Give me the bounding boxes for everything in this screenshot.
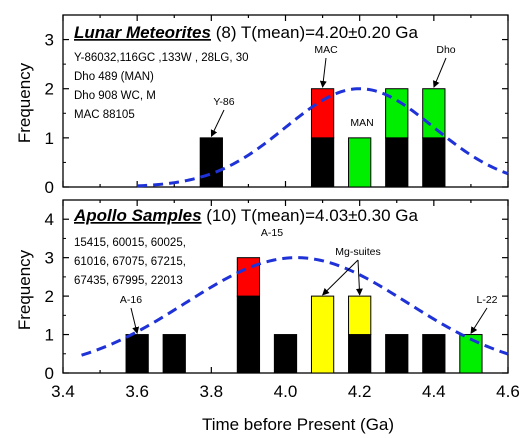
bar-segment-green <box>385 88 409 139</box>
bar-segment-black <box>125 334 149 374</box>
y-tick-label: 4 <box>45 210 54 229</box>
bar-segment-black <box>385 334 409 374</box>
gaussian-curve <box>137 87 509 188</box>
y-tick-label: 2 <box>45 287 54 306</box>
bar-segment-red <box>236 257 261 297</box>
x-tick-label: 4.0 <box>274 382 298 401</box>
x-tick-label: 3.6 <box>125 382 149 401</box>
y-tick-label: 3 <box>45 249 54 268</box>
bar-segment-green <box>459 334 483 374</box>
annotation-arrow <box>319 57 327 88</box>
panel-lunar-meteorites: 0 1 2 3 Lunar Meteorites (8) T(mean)=4.20±0.… <box>45 14 509 197</box>
panel-title-rest: (10) T(mean)=4.03±0.30 Ga <box>202 206 419 225</box>
bar-segment-black <box>273 334 298 374</box>
x-axis-title: Time before Present (Ga) <box>202 415 394 434</box>
y-tick-label: 3 <box>45 31 54 50</box>
annotation-label: Dho <box>436 44 455 56</box>
panel-title-bold: Lunar Meteorites <box>74 23 211 42</box>
panel-title: Apollo Samples (10) T(mean)=4.03±0.30 Ga <box>73 206 419 225</box>
bar-segment-red <box>310 88 335 139</box>
x-tick-label: 4.6 <box>496 382 520 401</box>
y-tick-label: 2 <box>45 80 54 99</box>
annotation-arrow <box>470 307 488 334</box>
bar-segment-black <box>162 334 186 374</box>
sample-note: 67435, 67995, 22013 <box>74 275 183 287</box>
bar-segment-black <box>422 334 446 374</box>
bar-segment-black <box>199 137 223 188</box>
x-tick-label: 4.4 <box>422 382 446 401</box>
annotation-label: Mg-suites <box>335 246 381 258</box>
annotation-label: L-22 <box>476 294 497 306</box>
y-tick-label: 1 <box>45 326 54 345</box>
panel-title-rest: (8) T(mean)=4.20±0.20 Ga <box>211 23 419 42</box>
bar-segment-black <box>236 295 261 374</box>
x-tick-label: 3.4 <box>51 382 75 401</box>
sample-note: MAC 88105 <box>74 109 135 121</box>
y-axis-title-top: Frequency <box>15 62 34 143</box>
annotation-arrow <box>355 259 363 296</box>
y-tick-label: 1 <box>45 129 54 148</box>
panel-apollo-samples: 0 1 2 3 4 3.4 3.6 3.8 4.0 4.2 4.4 4.6 Apollo Samples… <box>45 199 520 401</box>
annotation-arrow <box>322 259 359 296</box>
y-tick-label: 0 <box>45 178 54 197</box>
annotation-label: MAC <box>314 44 338 56</box>
annotation-label: A-16 <box>120 294 142 306</box>
annotation-label: MAN <box>350 117 373 129</box>
x-tick-label: 4.2 <box>348 382 372 401</box>
sample-note: Dho 908 WC, M <box>74 90 156 102</box>
sample-note: Dho 489 (MAN) <box>74 71 154 83</box>
bar-segment-green <box>422 88 446 139</box>
bar-segment-black <box>310 137 335 188</box>
sample-note: 15415, 60015, 60025, <box>74 237 186 249</box>
bar-segment-yellow <box>348 295 372 336</box>
sample-note: 61016, 67075, 67215, <box>74 256 186 268</box>
annotation-label: Y-86 <box>213 96 234 108</box>
bar-segment-yellow <box>310 295 335 374</box>
bar-segment-black <box>385 137 409 188</box>
x-tick-label: 3.8 <box>200 382 224 401</box>
annotation-arrow <box>210 109 225 138</box>
annotation-label: A-15 <box>261 227 283 239</box>
annotation-arrow <box>433 57 447 88</box>
bar-segment-black <box>348 334 372 374</box>
sample-note: Y-86032,116GC ,133W , 28LG, 30 <box>74 52 249 64</box>
panel-title: Lunar Meteorites (8) T(mean)=4.20±0.20 G… <box>74 23 419 42</box>
y-tick-label: 0 <box>45 364 54 383</box>
annotation-arrow <box>130 307 140 335</box>
y-axis-title-bottom: Frequency <box>15 249 34 330</box>
panel-title-bold: Apollo Samples <box>73 206 202 225</box>
bar-segment-black <box>422 137 446 188</box>
bar-segment-green <box>348 137 372 188</box>
